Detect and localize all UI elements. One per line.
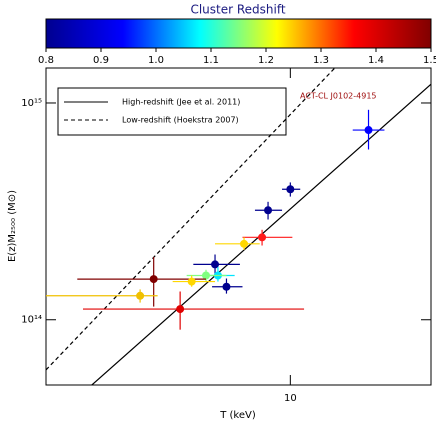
colorbar-tick-label: 1.0 [148,55,164,66]
colorbar-tick-label: 1.3 [313,55,329,66]
data-point [149,275,158,284]
colorbar-tick-label: 1.2 [258,55,274,66]
colorbar-title: Cluster Redshift [190,3,285,17]
y-tick-label: 10¹⁴ [21,315,42,326]
data-point [264,206,273,215]
data-point [202,271,211,280]
y-axis-label: E(z)M₂₅₀₀ (M⊙) [7,190,18,262]
colorbar-tick-label: 0.8 [38,55,54,66]
data-point [136,291,145,300]
x-tick-label: 10 [284,393,297,404]
data-point [286,185,295,194]
legend-label: Low-redshift (Hoekstra 2007) [122,116,239,125]
data-point [222,282,231,291]
x-axis-label: T (keV) [219,410,256,421]
colorbar [45,18,432,49]
colorbar-tick-label: 1.1 [203,55,219,66]
data-point [211,260,220,269]
annotation: ACT-CL J0102-4915 [300,92,377,101]
data-point [364,126,373,135]
data-point [187,277,196,286]
plot-frame [45,67,432,386]
y-tick-label: 10¹⁵ [21,98,42,109]
legend-label: High-redshift (Jee et al. 2011) [122,98,240,107]
colorbar-tick-label: 0.9 [93,55,109,66]
colorbar-tick-label: 1.5 [423,55,436,66]
data-point [258,233,267,242]
data-point [176,305,185,314]
data-point [240,239,249,248]
legend [57,87,287,136]
colorbar-tick-label: 1.4 [368,55,384,66]
